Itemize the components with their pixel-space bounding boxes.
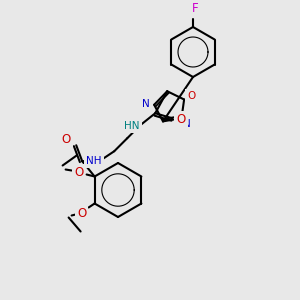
Text: HN: HN: [124, 121, 140, 131]
Text: N: N: [183, 119, 191, 129]
Text: O: O: [177, 113, 186, 126]
Text: O: O: [61, 133, 71, 146]
Text: NH: NH: [86, 156, 102, 166]
Text: F: F: [192, 2, 198, 16]
Text: O: O: [77, 207, 86, 220]
Text: O: O: [74, 166, 83, 179]
Text: O: O: [187, 91, 195, 101]
Text: N: N: [142, 99, 150, 109]
